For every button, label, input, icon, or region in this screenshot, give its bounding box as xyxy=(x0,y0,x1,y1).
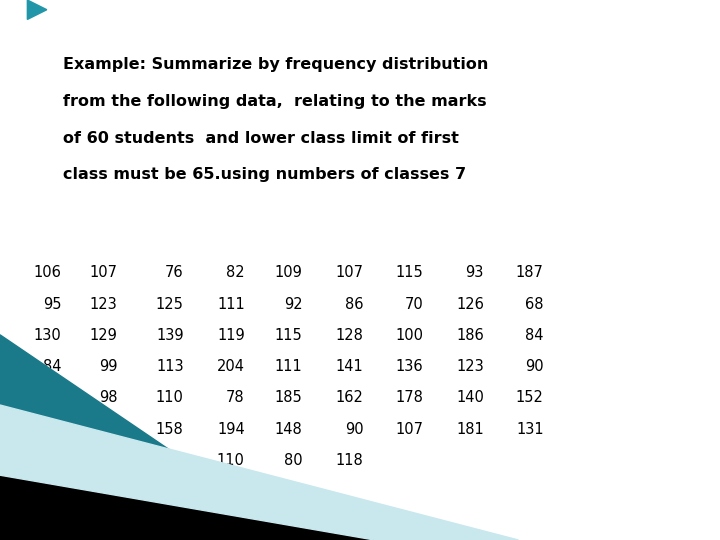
Text: 115: 115 xyxy=(395,265,423,280)
Polygon shape xyxy=(0,405,518,540)
Text: 111: 111 xyxy=(217,296,245,312)
Text: 125: 125 xyxy=(156,296,184,312)
Text: 131: 131 xyxy=(516,422,544,437)
Text: 178: 178 xyxy=(395,390,423,406)
Text: 75: 75 xyxy=(42,453,61,468)
Text: 115: 115 xyxy=(33,390,61,406)
Text: 140: 140 xyxy=(456,390,484,406)
Text: 109: 109 xyxy=(274,265,302,280)
Text: 86: 86 xyxy=(345,296,364,312)
Text: 136: 136 xyxy=(396,359,423,374)
Text: 93: 93 xyxy=(465,265,484,280)
Text: 181: 181 xyxy=(456,422,484,437)
Text: 107: 107 xyxy=(89,265,117,280)
Text: 152: 152 xyxy=(516,390,544,406)
Text: 129: 129 xyxy=(89,328,117,343)
Text: 115: 115 xyxy=(274,328,302,343)
Text: 110: 110 xyxy=(156,390,184,406)
Text: 173: 173 xyxy=(33,422,61,437)
Text: 162: 162 xyxy=(336,390,364,406)
Text: 107: 107 xyxy=(336,265,364,280)
Text: from the following data,  relating to the marks: from the following data, relating to the… xyxy=(63,94,487,109)
Text: 99: 99 xyxy=(99,359,117,374)
Text: 107: 107 xyxy=(395,422,423,437)
Text: 84: 84 xyxy=(525,328,544,343)
Text: 128: 128 xyxy=(336,328,364,343)
Text: 119: 119 xyxy=(217,328,245,343)
Text: 95: 95 xyxy=(42,296,61,312)
Text: 186: 186 xyxy=(456,328,484,343)
Text: 70: 70 xyxy=(405,296,423,312)
Text: 68: 68 xyxy=(525,296,544,312)
Text: of 60 students  and lower class limit of first: of 60 students and lower class limit of … xyxy=(63,131,459,146)
Text: Example: Summarize by frequency distribution: Example: Summarize by frequency distribu… xyxy=(63,57,489,72)
Text: 158: 158 xyxy=(156,422,184,437)
Text: 113: 113 xyxy=(156,359,184,374)
Text: 76: 76 xyxy=(165,265,184,280)
Text: 123: 123 xyxy=(456,359,484,374)
Text: 100: 100 xyxy=(395,328,423,343)
Text: 123: 123 xyxy=(89,296,117,312)
Text: 204: 204 xyxy=(217,359,245,374)
Text: 148: 148 xyxy=(274,422,302,437)
Polygon shape xyxy=(0,475,374,540)
Text: 111: 111 xyxy=(274,359,302,374)
Text: 82: 82 xyxy=(226,265,245,280)
Text: 184: 184 xyxy=(89,453,117,468)
Text: 146: 146 xyxy=(89,422,117,437)
Text: 194: 194 xyxy=(217,422,245,437)
Text: 78: 78 xyxy=(226,390,245,406)
Text: 139: 139 xyxy=(156,328,184,343)
Text: 106: 106 xyxy=(33,265,61,280)
Text: 185: 185 xyxy=(274,390,302,406)
Text: 104: 104 xyxy=(156,453,184,468)
Text: 80: 80 xyxy=(284,453,302,468)
Text: class must be 65.using numbers of classes 7: class must be 65.using numbers of classe… xyxy=(63,167,467,183)
Text: 118: 118 xyxy=(336,453,364,468)
Polygon shape xyxy=(27,0,47,19)
Text: 90: 90 xyxy=(345,422,364,437)
Text: 98: 98 xyxy=(99,390,117,406)
Text: 84: 84 xyxy=(42,359,61,374)
Text: 110: 110 xyxy=(217,453,245,468)
Text: 141: 141 xyxy=(336,359,364,374)
Polygon shape xyxy=(0,335,302,540)
Text: 187: 187 xyxy=(516,265,544,280)
Text: 130: 130 xyxy=(33,328,61,343)
Text: 126: 126 xyxy=(456,296,484,312)
Text: 92: 92 xyxy=(284,296,302,312)
Text: 90: 90 xyxy=(525,359,544,374)
